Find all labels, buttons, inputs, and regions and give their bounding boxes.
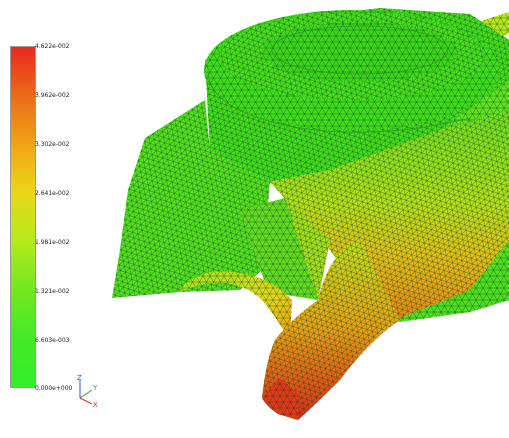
orientation-axes: Z Y X xyxy=(77,374,98,409)
scalar-bar-gradient xyxy=(11,47,35,387)
scalar-bar-label: 0.000e+000 xyxy=(35,385,73,392)
y-axis-line xyxy=(79,389,93,399)
scalar-bar-label: 4.622e-002 xyxy=(35,43,70,50)
scalar-bar-label: 2.641e-002 xyxy=(35,190,70,197)
mesh-left-wall xyxy=(112,100,270,298)
x-axis-label: X xyxy=(93,401,98,409)
mesh-front-leg xyxy=(262,240,400,420)
z-axis-label: Z xyxy=(77,374,82,382)
scalar-bar-label: 6.603e-003 xyxy=(35,337,70,344)
scalar-bar-label: 1.321e-002 xyxy=(35,288,70,295)
scalar-bar-label: 3.962e-002 xyxy=(35,92,70,99)
x-axis-line xyxy=(79,397,93,405)
mesh-inner-pocket xyxy=(240,198,330,300)
mesh-left-leg xyxy=(180,271,292,340)
mesh-bottom-right xyxy=(400,250,509,320)
mesh-cylinder xyxy=(204,10,500,133)
mesh-front-face xyxy=(270,110,509,318)
y-axis-label: Y xyxy=(92,384,98,392)
scalar-bar-label: 3.302e-002 xyxy=(35,141,70,148)
scalar-bar-label: 1.981e-002 xyxy=(35,239,70,246)
scalar-bar xyxy=(10,46,36,388)
